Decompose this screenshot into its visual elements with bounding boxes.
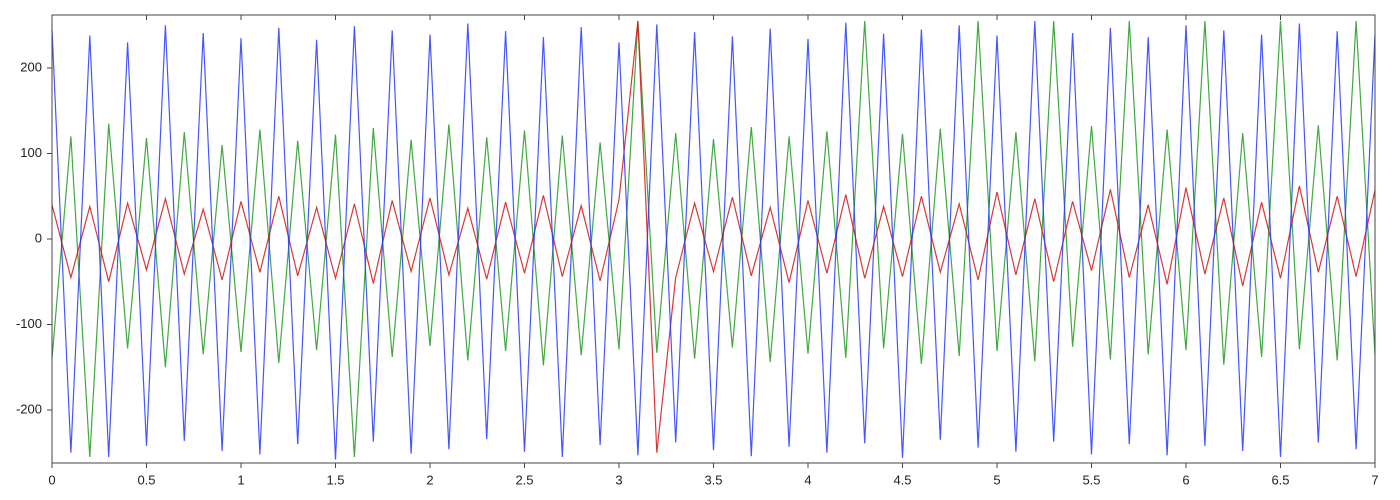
x-tick-label: 6 (1182, 472, 1189, 487)
x-tick-label: 1 (237, 472, 244, 487)
series-line (52, 20, 1375, 458)
x-tick-label: 5.5 (1082, 472, 1100, 487)
x-tick-label: 5 (993, 472, 1000, 487)
x-tick-label: 0.5 (137, 472, 155, 487)
x-tick-label: 2.5 (515, 472, 533, 487)
y-tick-label: 0 (35, 230, 42, 245)
x-tick-label: 6.5 (1271, 472, 1289, 487)
x-tick-label: 3.5 (704, 472, 722, 487)
series-line (52, 20, 1375, 460)
plot-frame (51, 14, 1376, 464)
x-tick-label: 4 (804, 472, 811, 487)
x-tick-label: 4.5 (893, 472, 911, 487)
x-tick-label: 1.5 (326, 472, 344, 487)
x-tick-label: 0 (48, 472, 55, 487)
y-tick-label: -100 (16, 316, 42, 331)
x-tick-label: 3 (615, 472, 622, 487)
y-tick-label: -200 (16, 401, 42, 416)
y-tick-label: 100 (20, 145, 42, 160)
y-tick-label: 200 (20, 59, 42, 74)
series-line (52, 20, 1375, 453)
x-tick-label: 2 (426, 472, 433, 487)
x-tick-label: 7 (1371, 472, 1378, 487)
